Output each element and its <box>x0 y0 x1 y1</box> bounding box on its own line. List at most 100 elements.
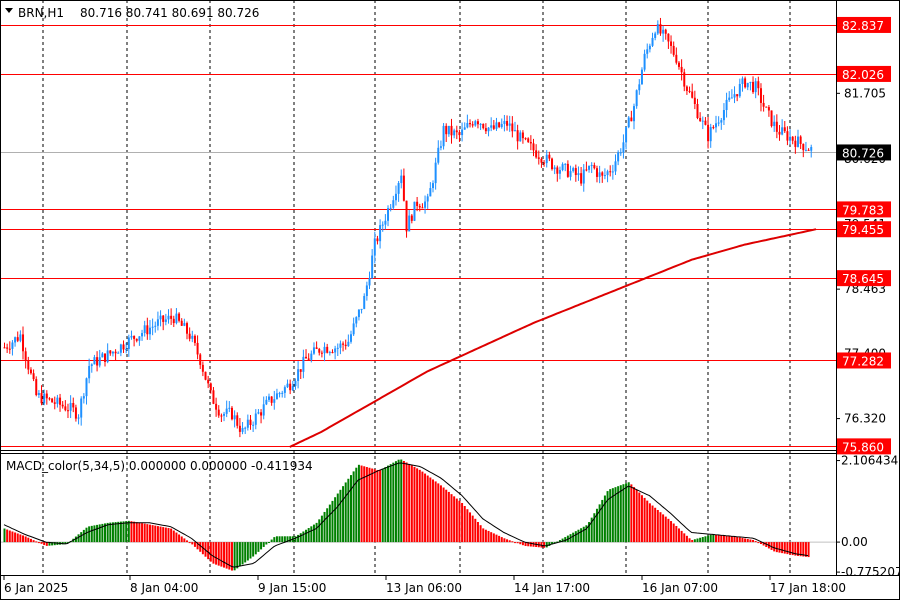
candle-body <box>638 84 641 91</box>
candle-body <box>566 163 569 177</box>
candle-body <box>249 419 252 426</box>
candle-body <box>450 125 453 136</box>
time-tick-label: 6 Jan 2025 <box>4 581 68 595</box>
candle-body <box>744 78 747 88</box>
candle-body <box>640 69 643 85</box>
candle-body <box>656 24 659 34</box>
macd-bar <box>450 494 453 543</box>
macd-bar <box>283 536 286 543</box>
macd-bar <box>275 536 278 543</box>
candle-body <box>156 319 159 326</box>
candle-body <box>270 396 273 403</box>
macd-signal-line <box>3 462 809 568</box>
candle-body <box>619 152 622 154</box>
level-label: 82.026 <box>842 68 884 82</box>
candle-body <box>188 333 191 339</box>
level-label-bg <box>837 270 891 287</box>
macd-bar <box>558 540 561 543</box>
macd-bar <box>712 534 715 543</box>
macd-bar <box>273 537 276 543</box>
macd-bar <box>146 524 149 543</box>
macd-bar <box>22 535 25 543</box>
candle-body <box>471 124 474 126</box>
candle-body <box>593 165 596 169</box>
candle-body <box>212 390 215 404</box>
macd-bar <box>19 534 22 543</box>
candle-body <box>334 348 337 353</box>
candle-body <box>88 366 91 379</box>
candle-body <box>651 37 654 46</box>
candle-body <box>59 397 62 405</box>
macd-bar <box>225 542 228 569</box>
macd-bar <box>400 459 403 543</box>
horizontal-levels[interactable] <box>0 25 836 447</box>
candle-body <box>373 238 376 256</box>
candle-body <box>244 427 247 429</box>
macd-bar <box>757 542 760 544</box>
macd-bar <box>447 491 450 543</box>
macd-bar <box>598 504 601 543</box>
macd-bar <box>334 497 337 543</box>
macd-bar <box>344 482 347 543</box>
macd-bar <box>506 539 509 543</box>
candle-body <box>699 118 702 121</box>
candle-body <box>431 183 434 189</box>
dropdown-triangle-icon[interactable] <box>5 8 13 13</box>
macd-bar <box>254 542 257 555</box>
candle-body <box>685 86 688 91</box>
macd-bar <box>699 537 702 543</box>
candle-body <box>387 208 390 221</box>
candle-body <box>696 103 699 119</box>
candle-body <box>241 428 244 432</box>
candle-body <box>759 88 762 103</box>
macd-bar <box>791 542 794 556</box>
candle-body <box>236 415 239 426</box>
macd-bar <box>117 521 120 543</box>
candle-body <box>27 360 30 370</box>
macd-bar <box>429 477 432 543</box>
candle-body <box>347 341 350 347</box>
macd-bar <box>268 542 270 544</box>
candle-body <box>331 352 334 354</box>
macd-bar <box>384 467 387 543</box>
macd-bar <box>553 542 556 544</box>
candle-body <box>125 349 128 351</box>
macd-bar <box>24 536 27 543</box>
candle-body <box>598 172 601 177</box>
macd-bar <box>733 536 736 543</box>
macd-bar <box>310 526 313 543</box>
macd-bar <box>680 530 683 543</box>
candle-body <box>90 364 93 367</box>
macd-bar <box>439 485 442 543</box>
macd-bar <box>8 530 11 543</box>
candle-body <box>268 396 270 400</box>
macd-bar <box>606 491 609 543</box>
candle-body <box>807 149 810 151</box>
candle-body <box>648 45 651 50</box>
macd-bar <box>392 462 395 543</box>
candle-body <box>572 168 575 172</box>
macd-bar <box>744 538 747 543</box>
candle-body <box>384 220 387 225</box>
grid-lines <box>0 0 836 575</box>
macd-bar <box>376 469 379 543</box>
candle-body <box>543 162 546 164</box>
candle-body <box>487 127 490 132</box>
candle-body <box>143 325 146 334</box>
candle-body <box>180 320 183 326</box>
candle-body <box>3 347 6 349</box>
macd-bar <box>207 542 210 560</box>
current-price-label-bg <box>837 144 891 161</box>
macd-bar <box>633 487 636 543</box>
macd-bar <box>265 542 268 545</box>
macd-bar <box>196 542 199 550</box>
macd-bar <box>249 542 252 559</box>
candle-body <box>207 379 210 384</box>
candle-body <box>558 170 561 174</box>
macd-bar <box>794 542 797 556</box>
macd-bar <box>326 508 329 543</box>
macd-tick-label: 0.00 <box>841 535 868 549</box>
macd-bar <box>154 525 157 543</box>
macd-bar <box>101 523 104 543</box>
